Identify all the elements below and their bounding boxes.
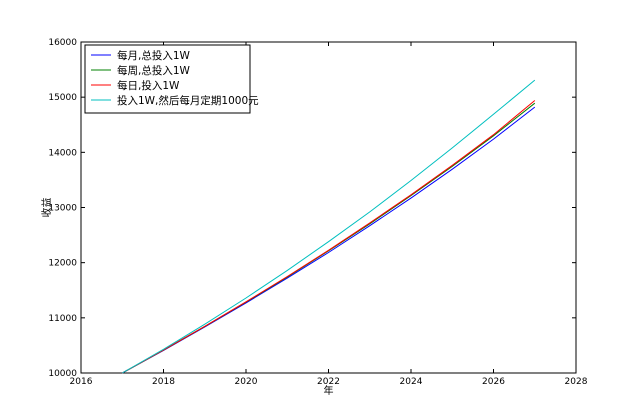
legend-box xyxy=(84,44,251,114)
legend: 每月,总投入1W 每周,总投入1W 每日,投入1W 投入1W,然后每月定期1000元 xyxy=(84,44,259,114)
series-line-4 xyxy=(122,79,536,374)
series-line-2 xyxy=(122,102,536,374)
legend-label-4: 投入1W,然后每月定期1000元 xyxy=(117,94,259,107)
series-layer xyxy=(122,79,536,374)
y-tick-label: 15000 xyxy=(48,93,77,103)
y-tick-label: 14000 xyxy=(48,148,77,158)
y-tick-label: 11000 xyxy=(48,314,77,324)
x-tick-label: 2022 xyxy=(317,377,340,387)
x-tick-label: 2024 xyxy=(400,377,423,387)
y-tick-label: 13000 xyxy=(48,204,77,214)
y-tick-label: 12000 xyxy=(48,259,77,269)
ticks-layer: 2016 2018 2020 2022 2024 2026 2028 10000 11000 12… xyxy=(48,38,587,387)
series-line-3 xyxy=(122,100,536,374)
x-tick-label: 2028 xyxy=(565,377,588,387)
legend-label-2: 每周,总投入1W xyxy=(117,64,191,77)
x-tick-label: 2018 xyxy=(152,377,175,387)
x-tick-label: 2016 xyxy=(70,377,93,387)
y-tick-label: 10000 xyxy=(48,369,77,379)
legend-label-3: 每日,投入1W xyxy=(117,79,180,92)
x-tick-label: 2026 xyxy=(482,377,505,387)
legend-label-1: 每月,总投入1W xyxy=(117,49,191,62)
series-line-1 xyxy=(122,106,536,374)
x-tick-label: 2020 xyxy=(235,377,258,387)
x-axis-label: 年 xyxy=(324,384,334,397)
y-tick-label: 16000 xyxy=(48,38,77,48)
y-axis-label: 收益 xyxy=(40,198,53,218)
